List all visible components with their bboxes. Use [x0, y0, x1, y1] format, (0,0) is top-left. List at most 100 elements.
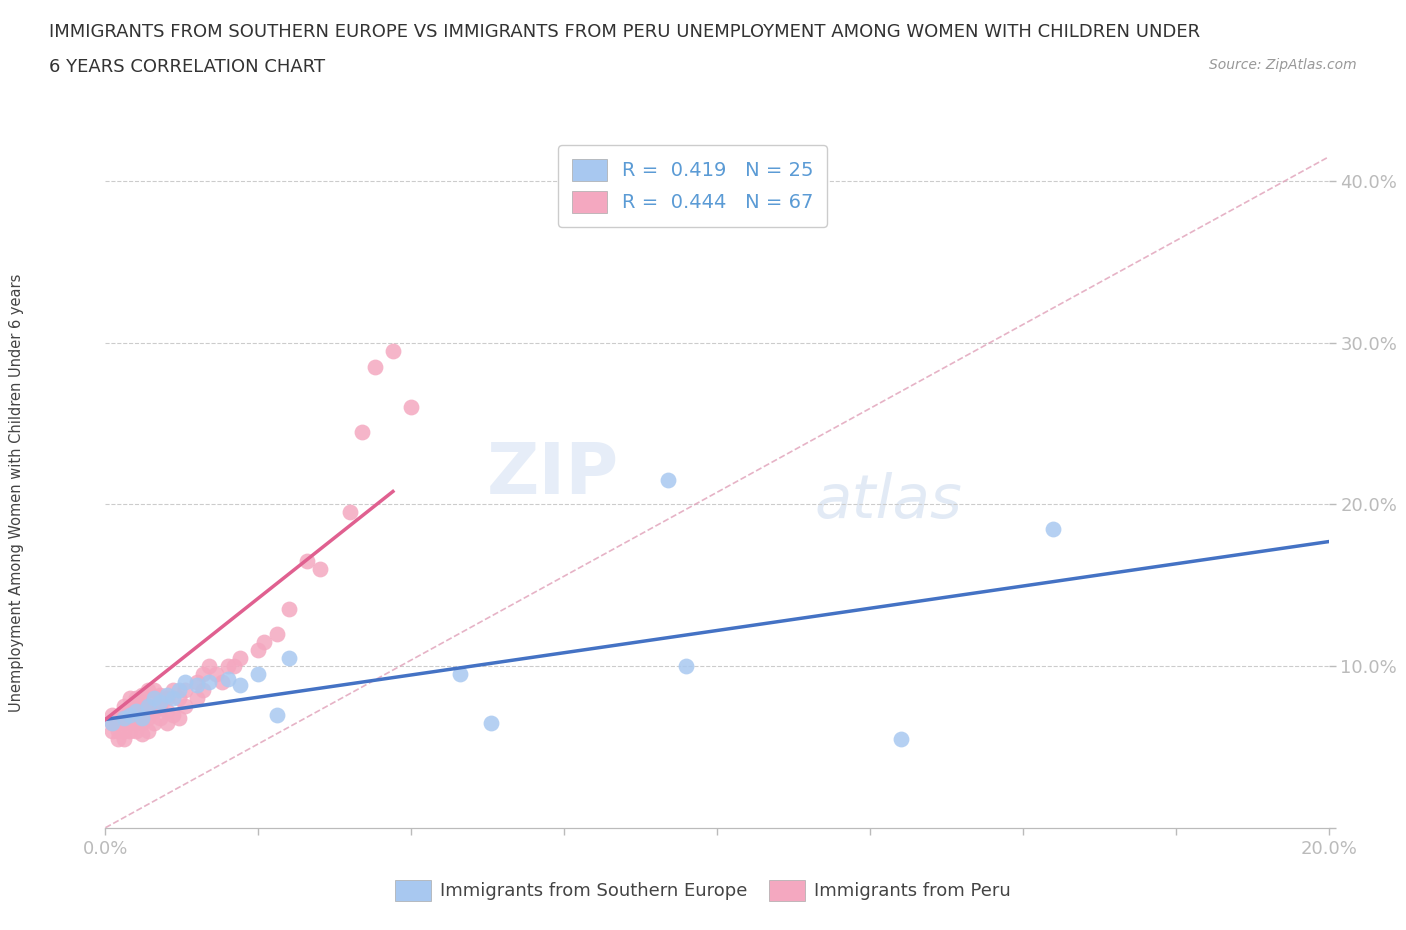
Point [297, 553, 319, 568]
Point [889, 731, 911, 746]
Point [125, 691, 148, 706]
Point [381, 343, 404, 358]
Point [253, 634, 276, 649]
Point [363, 360, 385, 375]
Point [136, 711, 159, 725]
Point [229, 678, 252, 693]
Point [112, 715, 135, 730]
Point [186, 675, 208, 690]
Point [352, 424, 374, 439]
Point [174, 699, 197, 714]
Point [155, 704, 177, 719]
Point [204, 667, 226, 682]
Point [167, 691, 190, 706]
Text: 6 YEARS CORRELATION CHART: 6 YEARS CORRELATION CHART [49, 58, 325, 75]
Point [222, 658, 245, 673]
Point [198, 658, 221, 673]
Point [136, 699, 159, 714]
Text: ZIP: ZIP [486, 440, 619, 509]
Point [155, 687, 177, 702]
Point [136, 724, 159, 738]
Point [149, 699, 172, 714]
Point [131, 694, 153, 709]
Point [100, 707, 122, 722]
Point [198, 675, 221, 690]
Point [112, 724, 135, 738]
Point [107, 731, 129, 746]
Point [131, 715, 153, 730]
Point [149, 687, 172, 702]
Point [100, 715, 122, 730]
Point [131, 707, 153, 722]
Point [186, 691, 208, 706]
Point [247, 667, 270, 682]
Point [125, 715, 148, 730]
Point [112, 707, 135, 722]
Point [162, 683, 184, 698]
Point [112, 711, 135, 725]
Point [131, 711, 153, 725]
Point [118, 711, 141, 725]
Point [266, 707, 288, 722]
Point [112, 699, 135, 714]
Text: IMMIGRANTS FROM SOUTHERN EUROPE VS IMMIGRANTS FROM PERU UNEMPLOYMENT AMONG WOMEN: IMMIGRANTS FROM SOUTHERN EUROPE VS IMMIG… [49, 23, 1201, 41]
Point [118, 724, 141, 738]
Point [174, 683, 197, 698]
Text: Unemployment Among Women with Children Under 6 years: Unemployment Among Women with Children U… [10, 273, 24, 712]
Point [107, 711, 129, 725]
Point [100, 715, 122, 730]
Point [112, 731, 135, 746]
Point [401, 400, 423, 415]
Point [143, 715, 166, 730]
Point [339, 505, 361, 520]
Point [149, 694, 172, 709]
Point [229, 651, 252, 666]
Point [107, 715, 129, 730]
Point [118, 707, 141, 722]
Point [118, 704, 141, 719]
Point [167, 711, 190, 725]
Point [143, 683, 166, 698]
Point [174, 675, 197, 690]
Legend: R =  0.419   N = 25, R =  0.444   N = 67: R = 0.419 N = 25, R = 0.444 N = 67 [558, 145, 827, 227]
Point [162, 691, 184, 706]
Point [449, 667, 471, 682]
Point [155, 715, 177, 730]
Point [143, 704, 166, 719]
Point [149, 711, 172, 725]
Point [131, 687, 153, 702]
Point [675, 658, 697, 673]
Point [479, 715, 502, 730]
Point [125, 707, 148, 722]
Legend: Immigrants from Southern Europe, Immigrants from Peru: Immigrants from Southern Europe, Immigra… [384, 870, 1022, 911]
Point [247, 643, 270, 658]
Point [217, 658, 239, 673]
Point [167, 683, 190, 698]
Point [155, 691, 177, 706]
Point [107, 724, 129, 738]
Point [136, 683, 159, 698]
Point [125, 724, 148, 738]
Point [143, 691, 166, 706]
Point [143, 694, 166, 709]
Point [657, 472, 679, 487]
Point [136, 699, 159, 714]
Point [193, 667, 215, 682]
Point [118, 691, 141, 706]
Text: Source: ZipAtlas.com: Source: ZipAtlas.com [1209, 58, 1357, 72]
Point [193, 683, 215, 698]
Point [125, 699, 148, 714]
Point [125, 704, 148, 719]
Point [217, 671, 239, 686]
Point [100, 724, 122, 738]
Point [266, 626, 288, 641]
Point [278, 651, 301, 666]
Point [308, 562, 330, 577]
Point [278, 602, 301, 617]
Point [1042, 521, 1064, 536]
Text: atlas: atlas [815, 472, 963, 531]
Point [131, 726, 153, 741]
Point [186, 678, 208, 693]
Point [162, 707, 184, 722]
Point [211, 675, 233, 690]
